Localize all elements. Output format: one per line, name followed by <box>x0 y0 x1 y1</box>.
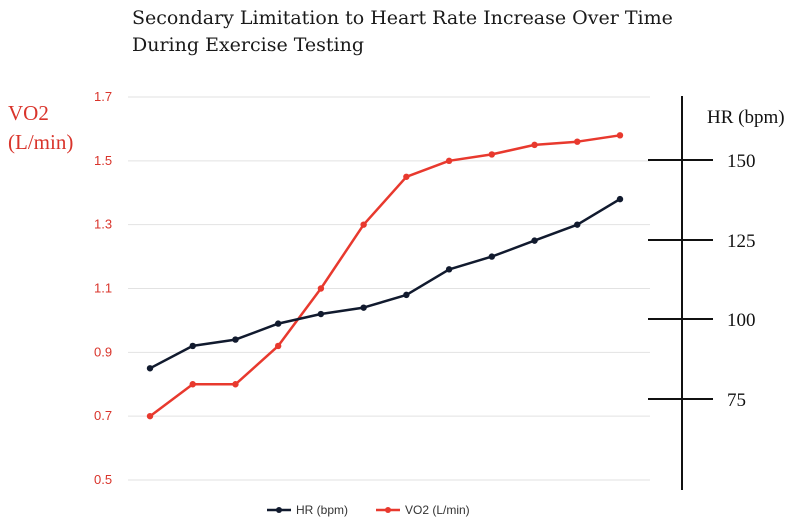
data-point-hr <box>403 291 410 299</box>
gridlines <box>128 96 650 481</box>
data-point-vo2 <box>189 381 196 388</box>
data-point-vo2 <box>488 151 496 158</box>
right-tick-label: 150 <box>727 151 756 172</box>
chart-title-line-1: Secondary Limitation to Heart Rate Incre… <box>132 7 673 29</box>
right-tick-label: 75 <box>727 390 746 411</box>
data-point-vo2 <box>403 173 410 180</box>
data-point-hr <box>531 237 538 244</box>
left-tick-label: 0.9 <box>94 344 112 359</box>
right-tick-label: 100 <box>727 310 756 331</box>
data-point-vo2 <box>360 221 367 228</box>
data-point-vo2 <box>531 141 538 149</box>
left-axis-label-line-1: VO2 <box>8 101 49 125</box>
left-axis-ticks: 1.7 1.5 1.3 1.1 0.9 0.7 0.5 <box>94 89 112 487</box>
right-axis-label: HR (bpm) <box>707 107 785 128</box>
legend: HR (bpm) VO2 (L/min) <box>267 503 470 517</box>
data-point-vo2 <box>616 132 624 139</box>
left-tick-label: 1.7 <box>94 89 112 104</box>
data-point-hr <box>232 336 239 343</box>
series-line-vo2 <box>149 134 621 418</box>
left-tick-label: 0.7 <box>94 408 112 423</box>
legend-label-vo2: VO2 (L/min) <box>405 503 470 517</box>
legend-marker-vo2 <box>385 507 391 513</box>
data-point-hr <box>574 221 581 228</box>
data-point-hr <box>488 253 496 260</box>
data-point-hr <box>189 342 196 350</box>
data-point-hr <box>445 266 453 273</box>
left-tick-label: 0.5 <box>94 472 112 487</box>
data-point-vo2 <box>146 412 154 420</box>
legend-item-hr: HR (bpm) <box>267 503 348 517</box>
legend-item-vo2: VO2 (L/min) <box>376 503 470 517</box>
data-point-vo2 <box>445 157 453 165</box>
series-layer <box>146 132 624 420</box>
data-point-hr <box>616 195 624 203</box>
left-tick-label: 1.1 <box>94 281 112 296</box>
data-point-vo2 <box>274 342 282 350</box>
data-point-hr <box>360 304 367 311</box>
data-point-vo2 <box>317 285 325 292</box>
chart-title-line-2: During Exercise Testing <box>132 34 364 56</box>
data-point-hr <box>274 320 282 327</box>
data-point-vo2 <box>574 138 581 145</box>
series-line-hr <box>149 198 621 370</box>
data-point-hr <box>146 365 154 372</box>
right-axis-ticks: 150 125 100 75 <box>648 151 756 411</box>
left-tick-label: 1.3 <box>94 217 112 232</box>
legend-marker-hr <box>276 507 282 513</box>
right-tick-label: 125 <box>727 231 756 252</box>
legend-label-hr: HR (bpm) <box>296 503 348 517</box>
left-tick-label: 1.5 <box>94 153 112 168</box>
right-axis: HR (bpm) <box>681 96 785 490</box>
data-point-vo2 <box>232 381 239 388</box>
data-point-hr <box>317 310 325 318</box>
left-axis-label-line-2: (L/min) <box>8 130 73 154</box>
